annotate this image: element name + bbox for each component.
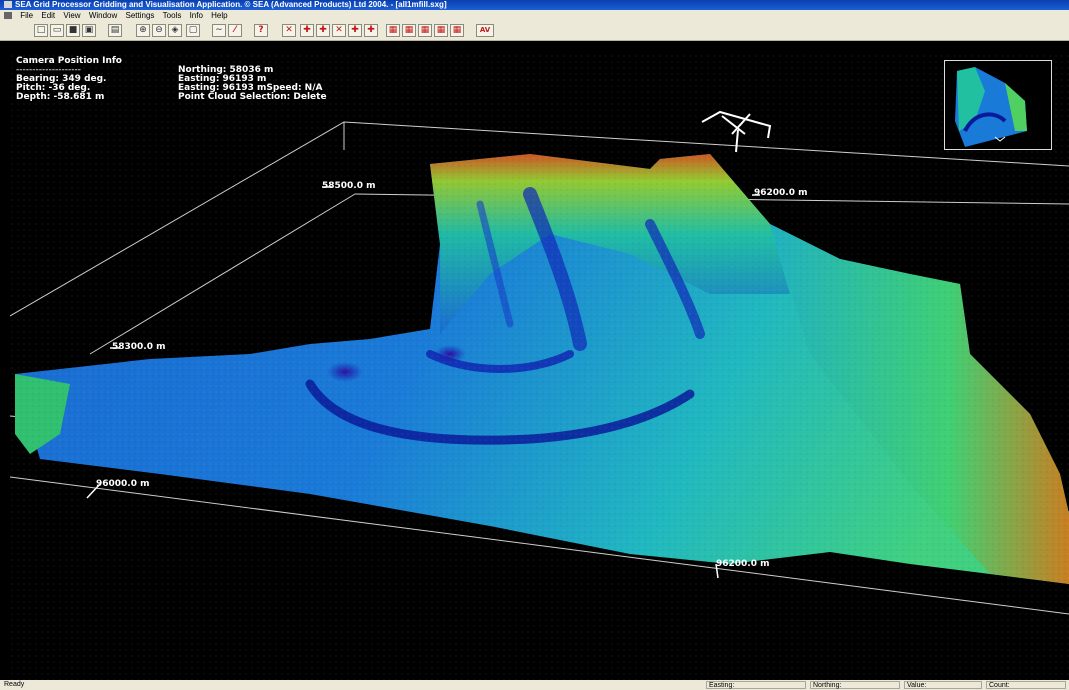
- open-folder-icon[interactable]: ▭: [50, 24, 64, 37]
- grid-tool-9-icon[interactable]: ▦: [418, 24, 432, 37]
- grid-tool-6-icon[interactable]: ✚: [364, 24, 378, 37]
- window-title: SEA Grid Processor Gridding and Visualis…: [15, 0, 447, 9]
- camera-easting: Easting: 96193 m: [178, 74, 267, 84]
- camera-marker[interactable]: [701, 110, 772, 153]
- zoom-in-icon[interactable]: ⊕: [136, 24, 150, 37]
- terrain-scene[interactable]: [10, 54, 1069, 680]
- overview-minimap[interactable]: [944, 60, 1052, 150]
- pencil-icon[interactable]: ⁄: [228, 24, 242, 37]
- grid-tool-5-icon[interactable]: ✚: [348, 24, 362, 37]
- new-file-icon[interactable]: □: [34, 24, 48, 37]
- menu-window[interactable]: Window: [88, 11, 118, 20]
- status-easting: Easting:: [706, 681, 806, 689]
- help-icon[interactable]: ?: [254, 24, 268, 37]
- menu-edit[interactable]: Edit: [41, 11, 56, 20]
- toolbar: □ ▭ ■ ▣ ▤ ⊕ ⊖ ◈ ▢ ∼ ⁄? ✕ ✚ ✚ ✕ ✚ ✚ ▦ ▦ ▦ ▦ ▦ AV: [0, 22, 1069, 41]
- axis-ticks: [86, 186, 760, 579]
- mdi-child-icon[interactable]: [4, 12, 12, 19]
- menu-help[interactable]: Help: [211, 11, 228, 20]
- menu-info[interactable]: Info: [189, 11, 203, 20]
- minimap-terrain: [955, 67, 1027, 147]
- axis-label-northing-2: 58300.0 m: [112, 342, 166, 352]
- camera-northing: Northing: 58036 m: [178, 65, 274, 75]
- status-count: Count:: [986, 681, 1066, 689]
- point-cloud-selection: Point Cloud Selection: Delete: [178, 92, 327, 102]
- axis-label-northing-1: 58500.0 m: [322, 181, 376, 191]
- axis-label-easting-1: 96200.0 m: [754, 188, 808, 198]
- av-icon[interactable]: AV: [476, 24, 494, 37]
- grid-tool-4-icon[interactable]: ✕: [332, 24, 346, 37]
- axis-label-easting-3: 96200.0 m: [716, 559, 770, 569]
- grid-tool-3-icon[interactable]: ✚: [316, 24, 330, 37]
- grid-tool-1-icon[interactable]: ✕: [282, 24, 296, 37]
- menu-bar: File Edit View Window Settings Tools Inf…: [0, 10, 1069, 22]
- 3d-viewport[interactable]: Camera Position Info -------------------…: [10, 54, 1069, 680]
- camera-bearing: Bearing: 349 deg.: [16, 74, 107, 84]
- print-icon[interactable]: ▤: [108, 24, 122, 37]
- status-value: Value:: [904, 681, 982, 689]
- terrain-texture: [10, 54, 1069, 680]
- app-icon: [4, 1, 12, 8]
- grid-tool-2-icon[interactable]: ✚: [300, 24, 314, 37]
- grid-tool-11-icon[interactable]: ▦: [450, 24, 464, 37]
- camera-info-separator: --------------------: [16, 65, 81, 75]
- zoom-box-icon[interactable]: ▢: [186, 24, 200, 37]
- menu-view[interactable]: View: [63, 11, 81, 20]
- camera-depth: Depth: -58.681 m: [16, 92, 105, 102]
- zoom-fit-icon[interactable]: ◈: [168, 24, 182, 37]
- status-northing: Northing:: [810, 681, 900, 689]
- line-icon[interactable]: ∼: [212, 24, 226, 37]
- export-icon[interactable]: ▣: [82, 24, 96, 37]
- menu-tools[interactable]: Tools: [162, 11, 182, 20]
- camera-info-title: Camera Position Info: [16, 56, 122, 66]
- save-icon[interactable]: ■: [66, 24, 80, 37]
- camera-pitch: Pitch: -36 deg.: [16, 83, 91, 93]
- menu-file[interactable]: File: [20, 11, 34, 20]
- window-title-bar: SEA Grid Processor Gridding and Visualis…: [0, 0, 1069, 10]
- status-bar: Ready Easting: Northing: Value: Count:: [0, 680, 1069, 690]
- grid-tool-8-icon[interactable]: ▦: [402, 24, 416, 37]
- grid-tool-7-icon[interactable]: ▦: [386, 24, 400, 37]
- menu-settings[interactable]: Settings: [125, 11, 155, 20]
- status-ready: Ready: [4, 681, 25, 688]
- grid-tool-10-icon[interactable]: ▦: [434, 24, 448, 37]
- axis-label-easting-2: 96000.0 m: [96, 479, 150, 489]
- zoom-out-icon[interactable]: ⊖: [152, 24, 166, 37]
- camera-easting-speed: Easting: 96193 mSpeed: N/A: [178, 83, 323, 93]
